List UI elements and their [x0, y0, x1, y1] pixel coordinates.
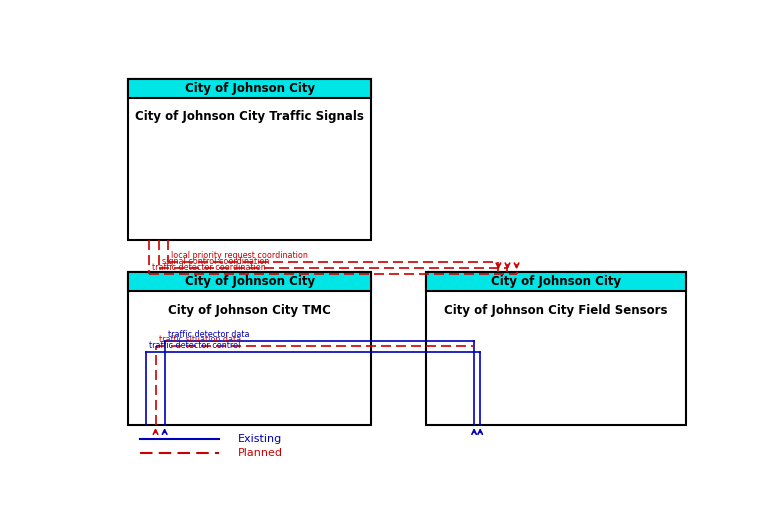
Text: traffic detector coordination: traffic detector coordination: [153, 263, 266, 272]
Text: City of Johnson City Traffic Signals: City of Johnson City Traffic Signals: [135, 110, 364, 123]
Bar: [128, 272, 371, 291]
Bar: [128, 272, 371, 425]
Text: City of Johnson City: City of Johnson City: [491, 275, 621, 288]
Text: Planned: Planned: [237, 448, 283, 458]
Text: local priority request coordination: local priority request coordination: [171, 251, 308, 260]
Text: traffic detector control: traffic detector control: [150, 341, 241, 350]
Text: traffic situation data: traffic situation data: [158, 335, 240, 344]
Text: City of Johnson City TMC: City of Johnson City TMC: [168, 303, 331, 316]
Bar: [426, 272, 687, 425]
Bar: [128, 79, 371, 240]
Text: City of Johnson City: City of Johnson City: [185, 82, 315, 95]
Text: signal control coordination: signal control coordination: [161, 257, 269, 266]
Bar: [426, 272, 687, 291]
Text: Existing: Existing: [237, 434, 282, 445]
Text: City of Johnson City Field Sensors: City of Johnson City Field Sensors: [444, 303, 668, 316]
Text: traffic detector data: traffic detector data: [168, 329, 249, 338]
Text: City of Johnson City: City of Johnson City: [185, 275, 315, 288]
Bar: [128, 79, 371, 98]
